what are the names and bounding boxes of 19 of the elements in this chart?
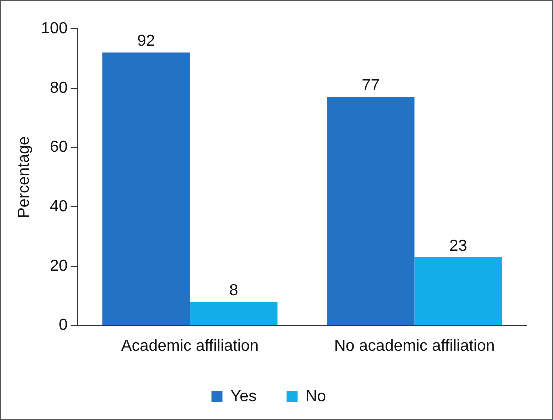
y-tick-label: 60 [50, 139, 68, 156]
bar [414, 258, 502, 326]
bar [190, 302, 278, 326]
y-axis-title: Percentage [16, 136, 34, 218]
bar [102, 52, 190, 326]
legend-label: No [306, 388, 326, 406]
y-tick-label: 40 [50, 198, 68, 216]
data-label: 8 [230, 282, 239, 300]
data-label: 92 [137, 33, 156, 50]
y-tick-label: 20 [50, 258, 68, 275]
y-tick-label: 0 [58, 317, 68, 334]
bar [327, 97, 415, 326]
x-tick-label: Academic affiliation [121, 338, 259, 355]
x-tick-label: No academic affiliation [334, 338, 496, 355]
data-label: 23 [450, 238, 468, 255]
legend-label: Yes [230, 388, 257, 406]
y-tick-label: 80 [50, 80, 68, 97]
y-tick-label: 100 [41, 20, 68, 38]
data-label: 77 [362, 78, 380, 95]
